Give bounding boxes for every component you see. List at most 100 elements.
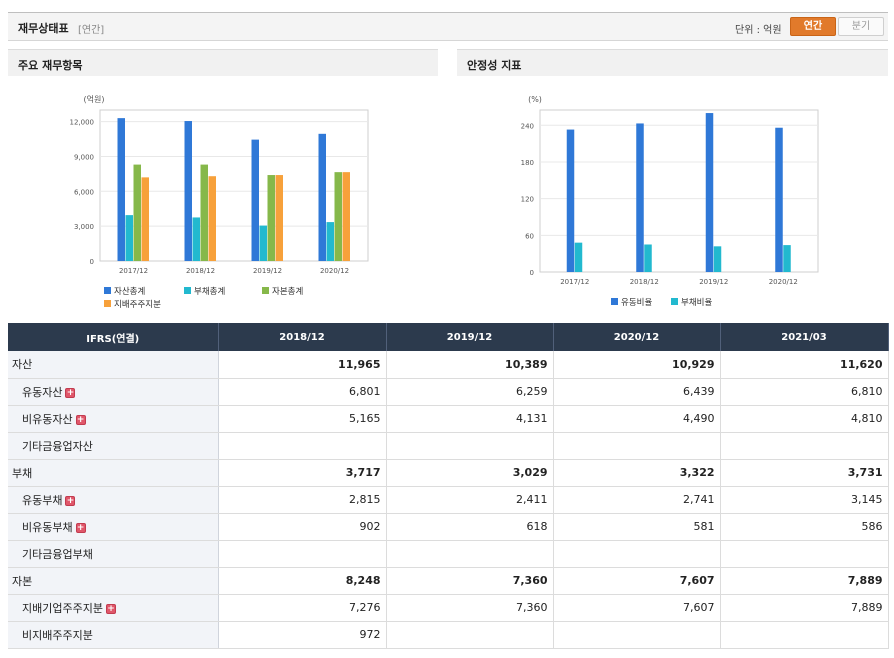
column-header: 2019/12 xyxy=(386,323,554,351)
expand-plus-icon[interactable]: + xyxy=(75,414,86,425)
bar-2-0 xyxy=(133,164,141,261)
y-tick-label: 60 xyxy=(525,232,534,240)
value-cell xyxy=(218,432,387,460)
table-header-row: IFRS(연결) 2018/12 2019/12 2020/12 2021/03 xyxy=(8,323,889,351)
value-cell: 11,620 xyxy=(720,351,889,379)
row-label: 비유동부채 xyxy=(22,520,73,534)
value-cell xyxy=(720,540,889,568)
value-cell: 7,360 xyxy=(386,594,554,622)
value-cell: 4,131 xyxy=(386,405,554,433)
legend-label: 자산총계 xyxy=(114,286,145,297)
value-cell: 7,276 xyxy=(218,594,387,622)
quarter-toggle-button[interactable]: 분기 xyxy=(838,17,884,36)
expand-plus-icon[interactable]: + xyxy=(65,495,76,506)
bar-0-1 xyxy=(636,123,644,272)
value-cell: 902 xyxy=(218,513,387,541)
value-cell: 7,889 xyxy=(720,567,889,595)
bar-0-0 xyxy=(566,129,575,272)
row-label-cell: 자산 xyxy=(8,351,219,379)
value-cell: 3,029 xyxy=(386,459,554,487)
bar-0-3 xyxy=(318,133,326,261)
row-label-cell: 자본 xyxy=(8,567,219,595)
table-row: 비유동자산 +5,165 4,131 4,490 4,810 xyxy=(8,405,889,433)
bar-0-2 xyxy=(705,113,714,272)
row-label: 유동자산 xyxy=(22,385,63,399)
balance-sheet-table: IFRS(연결) 2018/12 2019/12 2020/12 2021/03… xyxy=(8,323,889,649)
bar-2-3 xyxy=(334,172,342,261)
annual-toggle-button[interactable]: 연간 xyxy=(790,17,836,36)
expand-plus-icon[interactable]: + xyxy=(105,603,116,614)
value-cell: 3,145 xyxy=(720,486,889,514)
value-cell: 11,965 xyxy=(218,351,387,379)
column-header: 2021/03 xyxy=(720,323,889,351)
table-row: 자본 8,248 7,360 7,607 7,889 xyxy=(8,567,889,595)
bar-3-3 xyxy=(342,172,350,261)
value-cell xyxy=(386,540,554,568)
value-cell xyxy=(720,432,889,460)
bar-0-2 xyxy=(251,139,259,261)
legend-label: 부채비율 xyxy=(681,297,712,308)
row-label: 기타금융업부채 xyxy=(22,547,93,561)
y-axis-label: (억원) xyxy=(84,94,105,104)
value-cell: 7,889 xyxy=(720,594,889,622)
value-cell xyxy=(553,432,721,460)
row-label-cell: 비지배주주지분 xyxy=(8,621,219,649)
value-cell: 972 xyxy=(218,621,387,649)
x-tick-label: 2019/12 xyxy=(699,278,728,286)
table-row: 자산 11,965 10,389 10,929 11,620 xyxy=(8,351,889,379)
unit-label: 단위 : 억원 xyxy=(735,25,782,36)
bar-1-1 xyxy=(644,244,652,272)
value-cell: 6,810 xyxy=(720,378,889,406)
table-row: 지배기업주주지분 +7,276 7,360 7,607 7,889 xyxy=(8,594,889,622)
y-tick-label: 120 xyxy=(521,196,534,204)
expand-plus-icon[interactable]: + xyxy=(65,387,76,398)
row-label: 부채 xyxy=(12,466,33,480)
bar-0-0 xyxy=(117,118,125,261)
value-cell: 10,389 xyxy=(386,351,554,379)
value-cell: 586 xyxy=(720,513,889,541)
y-axis-label: (%) xyxy=(528,95,542,104)
value-cell: 7,607 xyxy=(553,567,721,595)
y-tick-label: 240 xyxy=(521,122,534,130)
y-tick-label: 180 xyxy=(521,159,534,167)
bar-1-2 xyxy=(713,246,722,272)
row-label-cell[interactable]: 유동부채 + xyxy=(8,486,219,514)
value-cell: 7,360 xyxy=(386,567,554,595)
x-tick-label: 2017/12 xyxy=(560,278,589,286)
bar-1-2 xyxy=(259,225,267,261)
value-cell: 618 xyxy=(386,513,554,541)
value-cell xyxy=(553,621,721,649)
legend-label: 자본총계 xyxy=(272,286,303,297)
row-label-cell[interactable]: 비유동자산 + xyxy=(8,405,219,433)
row-label-cell[interactable]: 비유동부채 + xyxy=(8,513,219,541)
value-cell xyxy=(720,621,889,649)
expand-plus-icon[interactable]: + xyxy=(75,522,86,533)
y-tick-label: 0 xyxy=(90,258,94,266)
row-label-cell[interactable]: 지배기업주주지분 + xyxy=(8,594,219,622)
value-cell: 3,322 xyxy=(553,459,721,487)
row-label-cell: 부채 xyxy=(8,459,219,487)
x-tick-label: 2017/12 xyxy=(119,267,148,275)
row-label: 기타금융업자산 xyxy=(22,439,93,453)
legend-swatch xyxy=(104,287,111,294)
value-cell: 4,810 xyxy=(720,405,889,433)
table-row: 기타금융업자산 xyxy=(8,432,889,460)
row-label: 유동부채 xyxy=(22,493,63,507)
value-cell xyxy=(386,621,554,649)
legend-swatch xyxy=(262,287,269,294)
bar-1-0 xyxy=(125,215,133,261)
key-items-panel-title: 주요 재무항목 xyxy=(18,59,83,72)
x-tick-label: 2020/12 xyxy=(769,278,798,286)
value-cell: 6,259 xyxy=(386,378,554,406)
row-label-cell[interactable]: 유동자산 + xyxy=(8,378,219,406)
bar-2-1 xyxy=(200,164,208,261)
plot-area xyxy=(539,109,819,273)
statement-title: 재무상태표 xyxy=(18,22,69,35)
legend-label: 부채총계 xyxy=(194,286,225,297)
value-cell xyxy=(386,432,554,460)
value-cell: 2,741 xyxy=(553,486,721,514)
value-cell: 8,248 xyxy=(218,567,387,595)
y-tick-label: 12,000 xyxy=(70,119,95,127)
legend-label: 유동비율 xyxy=(621,298,652,308)
y-tick-label: 6,000 xyxy=(74,188,94,196)
